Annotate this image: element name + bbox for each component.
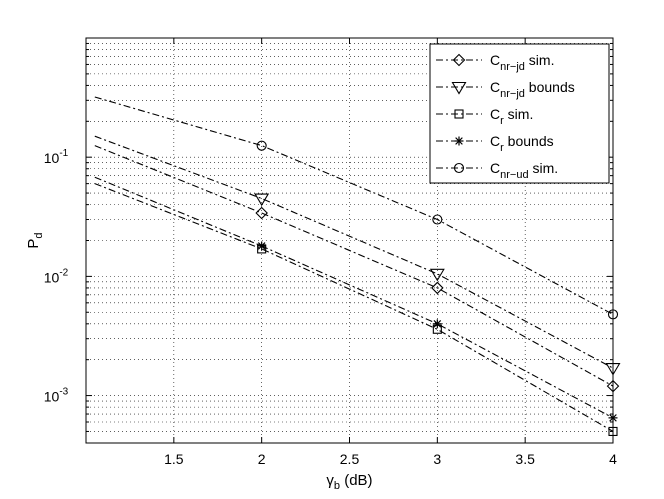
star-stroke [455,137,463,145]
legend-marker [454,136,464,146]
legend-label-sub: nr−jd [500,88,525,100]
x-tick-label: 1.5 [164,451,184,467]
series-line [94,176,614,419]
legend-label: Cnr−jd sim. [490,52,554,73]
series-line [94,145,614,387]
data-point [432,319,442,329]
x-axis-label-main: γ [326,472,334,489]
y-axis-label-sub: d [33,232,45,238]
data-point [257,241,267,251]
series-line [94,96,614,315]
legend-entry: Cr sim. [436,106,533,127]
legend-label-main: C [490,79,500,95]
legend-label-suffix: bounds [525,79,575,95]
y-tick-label: 10-1 [44,148,69,166]
legend-entry: Cnr−jd bounds [436,79,575,100]
y-tick-label: 10-2 [44,267,69,285]
legend-label-main: C [490,160,500,176]
x-tick-label: 3 [433,451,441,467]
ticks: 1.5 2 2.5 3 3.5 410-310-210-1 [44,38,617,467]
x-axis-label-sub: b [334,480,340,492]
y-tick-label-base: 10 [44,389,60,405]
data-point [256,140,267,151]
data-point [431,281,444,295]
y-axis-label: Pd [25,232,45,248]
legend-label-main: C [490,52,500,68]
x-tick-label: 3.5 [515,451,535,467]
legend-entry: Cr bounds [436,133,554,154]
data-point [255,206,268,220]
legend-label-sub: r [500,115,504,127]
legend-marker [454,109,464,119]
legend-entry: Cnr−jd sim. [436,52,554,73]
data-point [432,214,443,225]
legend-box [429,43,610,184]
legend-label: Cr sim. [490,106,533,127]
y-tick-label: 10-3 [44,387,69,405]
legend-label: Cr bounds [490,133,554,154]
x-tick-label: 2 [258,451,266,467]
legend-label-suffix: sim. [529,160,559,176]
legend-label-suffix: sim. [525,52,555,68]
legend-label: Cnr−ud sim. [490,160,558,181]
legend-marker [453,162,465,174]
x-axis-label-unit: (dB) [340,472,373,489]
y-tick-label-base: 10 [44,150,60,166]
series-line [94,183,614,432]
legend-label-sub: nr−ud [500,169,528,181]
star-stroke [257,242,266,250]
series-line [94,135,614,369]
legend-label: Cnr−jd bounds [490,79,575,100]
legend-label-sub: r [500,142,504,154]
x-axis-label: γb (dB) [326,472,372,492]
legend-entry: Cnr−ud sim. [436,160,558,181]
star-stroke [433,320,442,328]
x-tick-label: 4 [609,451,617,467]
legend-marker [452,53,466,67]
legend-label-suffix: sim. [504,106,534,122]
legend-label-sub: nr−jd [500,61,525,73]
y-tick-label-exp: -1 [59,148,68,159]
y-axis-label-main: P [25,239,42,249]
y-tick-label-exp: -3 [59,387,68,398]
data-point [254,193,270,207]
data-point [429,268,445,282]
y-tick-label-exp: -2 [59,267,68,278]
series-layer [94,96,621,436]
y-tick-label-base: 10 [44,269,60,285]
legend-label-main: C [490,133,500,149]
legend-label-suffix: bounds [504,133,554,149]
x-tick-label: 2.5 [340,451,360,467]
legend-marker [451,81,467,95]
legend-label-main: C [490,106,500,122]
